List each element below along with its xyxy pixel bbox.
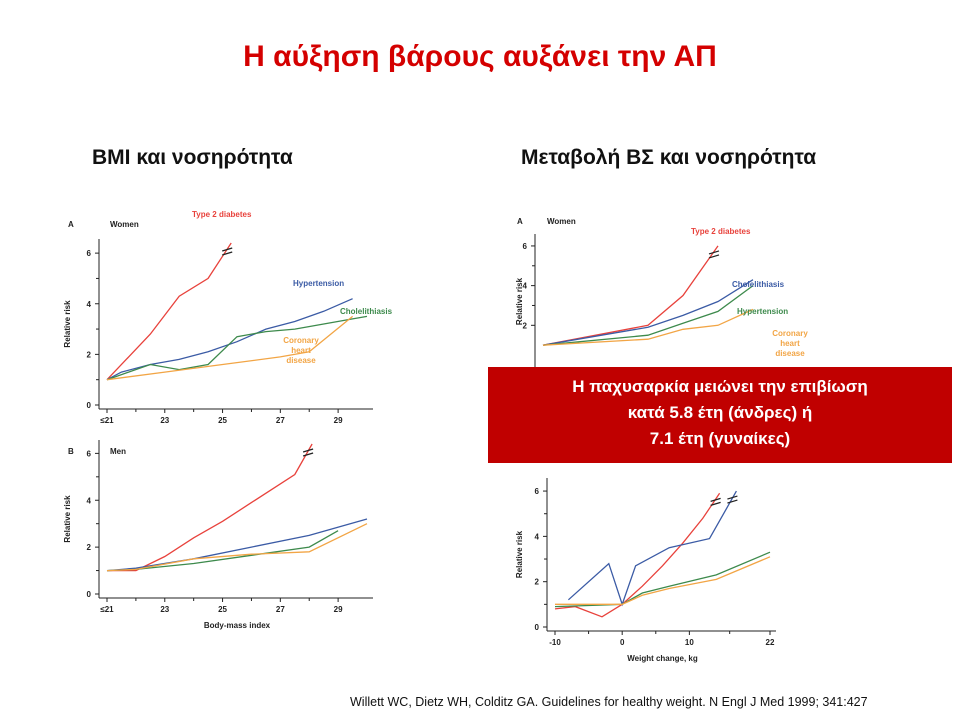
panel-title: Men [110,447,126,456]
break-mark-stroke [302,452,314,457]
x-tick-label: 27 [276,605,285,614]
x-axis-label: Weight change, kg [627,654,698,663]
series-line-cholelithiasis [106,315,368,381]
y-tick-label: 0 [535,623,540,632]
callout-line-2: κατά 5.8 έτη (άνδρες) ή [627,403,813,422]
series-line-cholelithiasis [554,551,771,608]
legend-label-coronary: disease [775,349,805,358]
break-mark [302,448,314,457]
break-mark-stroke [222,247,233,252]
x-tick-label: 25 [218,605,227,614]
x-tick-label: 23 [160,605,169,614]
y-axis-label: Relative risk [515,530,524,578]
x-tick-label: 27 [276,416,285,425]
legend-label-coronary: heart [291,346,311,355]
legend-label-cholelithiasis: Cholelithiasis [340,307,393,316]
x-tick-label: 0 [620,638,625,647]
citation: Willett WC, Dietz WH, Colditz GA. Guidel… [350,695,868,709]
y-tick-label: 2 [523,321,528,330]
y-tick-label: 4 [87,300,92,309]
series-line-type-2-diabetes [554,492,721,618]
y-axis-label: Relative risk [63,495,72,543]
break-mark-stroke [708,254,720,259]
x-tick-label: 23 [160,416,169,425]
series-line-coronary-heart-disease [542,308,754,346]
y-tick-label: 4 [87,496,92,505]
series-line-hypertension [542,285,754,346]
panel-title: Women [110,220,139,229]
y-tick-label: 2 [535,578,540,587]
legend-label-coronary: Coronary [772,329,808,338]
series-line-coronary-heart-disease [106,315,354,381]
series-line-cholelithiasis [542,279,754,346]
right-column-heading: Μεταβολή ΒΣ και νοσηρότητα [521,146,817,169]
y-tick-label: 4 [535,532,540,541]
chart-bmi-men: 0 2 4 6 ≤21 23 25 27 29 Relative risk Body-mass in… [63,440,373,630]
break-mark-stroke [302,448,314,453]
series-line-coronary-heart-disease [555,556,771,605]
y-tick-label: 6 [523,242,528,251]
x-tick-label: 22 [766,638,775,647]
series-line-coronary-heart-disease [106,523,368,572]
slide-title: Η αύξηση βάρους αυξάνει την ΑΠ [243,40,717,73]
legend-label-type2-diabetes: Type 2 diabetes [691,227,751,236]
break-mark-stroke [727,495,738,500]
y-axis-label: Relative risk [515,277,524,325]
legend-label-cholelithiasis: Hypertension [737,307,788,316]
legend-label-coronary: heart [780,339,800,348]
series-line-type-2-diabetes [106,242,232,381]
y-tick-label: 0 [87,401,92,410]
y-tick-label: 2 [87,543,92,552]
x-tick-label: 25 [218,416,227,425]
legend-label-coronary: disease [286,356,316,365]
series-line-type-2-diabetes [542,245,719,346]
legend-label-hypertension: Cholelithiasis [732,280,785,289]
y-axis-label: Relative risk [63,300,72,348]
x-tick-label: ≤21 [100,416,114,425]
series-line-hypertension [567,490,737,607]
x-tick-label: 29 [334,416,343,425]
legend-label-hypertension: Hypertension [293,279,344,288]
panel-letter: A [517,217,523,226]
chart-weight-men: 0 2 4 6 -10 0 10 22 Relative risk Weight change, … [515,478,776,663]
y-tick-label: 6 [87,249,92,258]
break-mark [727,495,738,504]
panel-letter: A [68,220,74,229]
left-column-heading: BMI και νοσηρότητα [92,146,293,169]
x-tick-label: -10 [549,638,561,647]
y-tick-label: 4 [523,282,528,291]
x-tick-label: 29 [334,605,343,614]
survival-callout: Η παχυσαρκία μειώνει την επιβίωση κατά 5… [488,367,952,463]
chart-weight-women: 2 4 6 Relative risk A Women Type 2 diabetes Cho… [515,217,808,369]
break-mark-stroke [222,251,233,256]
callout-line-1: Η παχυσαρκία μειώνει την επιβίωση [572,377,868,396]
x-axis-label: Body-mass index [204,621,271,630]
legend-label-coronary: Coronary [283,336,319,345]
break-mark [708,250,720,259]
x-tick-label: ≤21 [100,605,114,614]
break-mark-stroke [727,499,738,504]
panel-letter: B [68,447,74,456]
legend-label-type2-diabetes: Type 2 diabetes [192,210,252,219]
break-mark [710,497,721,506]
break-mark [222,247,233,256]
chart-bmi-women: 0 2 4 6 ≤21 23 25 27 29 Relative risk A Women Type 2… [63,210,393,425]
callout-line-3: 7.1 έτη (γυναίκες) [649,429,791,448]
y-tick-label: 6 [535,487,540,496]
panel-title: Women [547,217,576,226]
x-tick-label: 10 [685,638,694,647]
series-line-hypertension [106,298,353,381]
break-mark-stroke [708,250,720,255]
y-tick-label: 0 [87,590,92,599]
break-mark-stroke [710,497,721,502]
break-mark-stroke [710,501,721,506]
y-tick-label: 2 [87,350,92,359]
y-tick-label: 6 [87,449,92,458]
series-line-hypertension [106,518,368,572]
